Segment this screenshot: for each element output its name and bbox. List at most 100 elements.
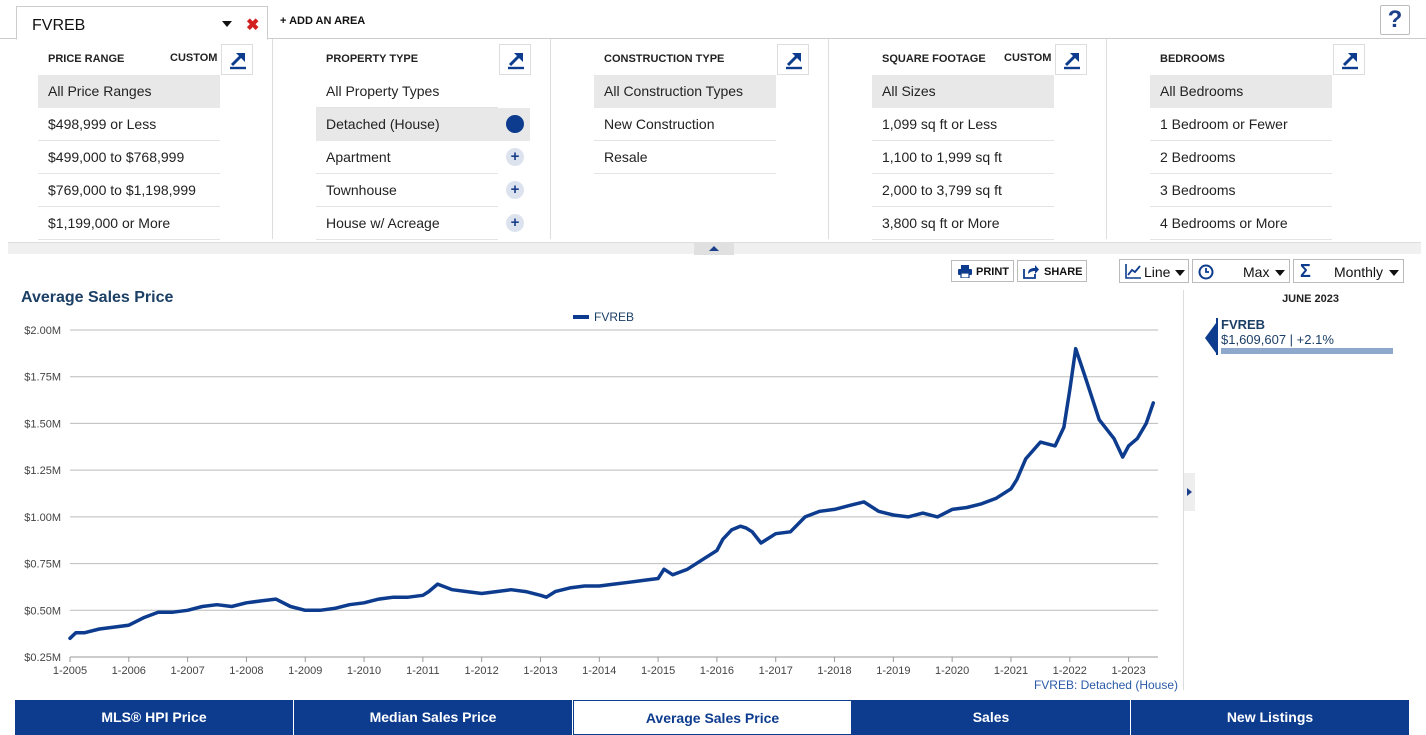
x-tick-label: 1-2009	[288, 665, 322, 677]
filter-option[interactable]: $498,999 or Less	[38, 108, 220, 141]
expand-filter-button[interactable]	[1333, 44, 1365, 75]
tab-sales[interactable]: Sales	[852, 700, 1131, 735]
x-tick-label: 1-2020	[935, 665, 969, 677]
help-button[interactable]: ?	[1380, 5, 1410, 35]
expand-arrow-icon	[1064, 53, 1080, 70]
x-tick-label: 1-2010	[347, 665, 381, 677]
x-tick-label: 1-2007	[170, 665, 204, 677]
expand-filter-button[interactable]	[1055, 44, 1087, 75]
filter-option[interactable]: Apartment	[316, 141, 498, 174]
side-panel-toggle[interactable]	[1184, 473, 1195, 511]
line-chart-icon	[1125, 264, 1141, 279]
tab-median-sales-price[interactable]: Median Sales Price	[294, 700, 573, 735]
filter-option[interactable]: Detached (House)	[316, 108, 498, 141]
filter-option[interactable]: 1 Bedroom or Fewer	[1150, 108, 1332, 141]
filter-option[interactable]: 2,000 to 3,799 sq ft	[872, 174, 1054, 207]
y-tick-label: $1.75M	[24, 372, 61, 384]
x-tick-label: 1-2015	[641, 665, 675, 677]
time-range-dropdown[interactable]: Max	[1192, 259, 1290, 283]
area-tab-fvreb[interactable]: FVREB ✖	[16, 6, 268, 40]
sigma-icon: Σ	[1300, 261, 1311, 281]
filter-header: PRICE RANGE	[48, 53, 125, 65]
series-line-fvreb	[68, 346, 1156, 641]
add-series-plus-icon[interactable]: +	[506, 181, 524, 199]
x-tick-label: 1-2012	[465, 665, 499, 677]
filter-option[interactable]: All Sizes	[872, 75, 1054, 108]
chart-footnote: FVREB: Detached (House)	[1033, 678, 1178, 692]
area-close-icon[interactable]: ✖	[246, 17, 260, 34]
filter-header: PROPERTY TYPE	[326, 53, 419, 65]
side-panel-date: JUNE 2023	[1282, 293, 1339, 305]
filter-option[interactable]: 1,100 to 1,999 sq ft	[872, 141, 1054, 174]
chevron-up-icon	[709, 246, 719, 251]
filter-column-property-type: PROPERTY TYPE All Property Types Detached …	[316, 39, 551, 240]
x-tick-label: 1-2021	[994, 665, 1028, 677]
side-panel-divider	[1183, 290, 1195, 690]
share-icon	[1023, 265, 1039, 279]
tab-average-sales-price[interactable]: Average Sales Price	[573, 700, 852, 735]
filter-option[interactable]: $1,199,000 or More	[38, 207, 220, 240]
period-dropdown[interactable]: Σ Monthly	[1293, 259, 1404, 283]
expand-filter-button[interactable]	[499, 44, 531, 75]
filter-option[interactable]: All Construction Types	[594, 75, 776, 108]
filter-column-construction-type: CONSTRUCTION TYPE All Construction Types N…	[594, 39, 829, 239]
filter-option[interactable]: 3 Bedrooms	[1150, 174, 1332, 207]
x-tick-label: 1-2014	[582, 665, 616, 677]
add-series-plus-icon[interactable]: +	[506, 214, 524, 232]
y-tick-label: $0.75M	[24, 559, 61, 571]
chevron-down-icon	[1275, 270, 1285, 276]
x-tick-label: 1-2016	[700, 665, 734, 677]
filter-option[interactable]: New Construction	[594, 108, 776, 141]
filter-option[interactable]: 1,099 sq ft or Less	[872, 108, 1054, 141]
filter-option[interactable]: Resale	[594, 141, 776, 174]
area-name: FVREB	[32, 17, 86, 34]
x-tick-label: 1-2022	[1053, 665, 1087, 677]
tab-new-listings[interactable]: New Listings	[1131, 700, 1410, 735]
area-dropdown-caret-icon[interactable]	[222, 21, 232, 27]
period-value: Monthly	[1334, 264, 1384, 280]
x-tick-label: 1-2017	[759, 665, 793, 677]
filter-option[interactable]: 4 Bedrooms or More	[1150, 207, 1332, 240]
filter-option[interactable]: All Price Ranges	[38, 75, 220, 108]
filter-option[interactable]: 3,800 sq ft or More	[872, 207, 1054, 240]
share-label: SHARE	[1044, 266, 1083, 278]
chart-type-dropdown[interactable]: Line	[1119, 259, 1189, 283]
selected-dot-icon[interactable]	[506, 115, 524, 133]
legend-label: FVREB	[594, 310, 634, 324]
filter-option[interactable]: All Property Types	[316, 75, 498, 108]
metric-tabs: MLS® HPI Price Median Sales Price Average …	[15, 700, 1410, 735]
filter-panel: PRICE RANGE CUSTOM All Price Ranges $498,99…	[0, 39, 1426, 242]
expand-filter-button[interactable]	[777, 44, 809, 75]
add-area-button[interactable]: + ADD AN AREA	[280, 15, 366, 27]
y-tick-label: $0.25M	[24, 652, 61, 664]
custom-range-button[interactable]: CUSTOM	[170, 52, 218, 64]
expand-filter-button[interactable]	[221, 44, 253, 75]
collapse-filters-button[interactable]	[694, 242, 734, 255]
expand-arrow-icon	[786, 53, 802, 70]
x-tick-label: 1-2005	[53, 665, 87, 677]
filter-header: SQUARE FOOTAGE	[882, 53, 986, 65]
area-tabs-bar: FVREB ✖ + ADD AN AREA ?	[0, 0, 1426, 40]
print-button[interactable]: PRINT	[951, 260, 1014, 282]
custom-range-button[interactable]: CUSTOM	[1004, 52, 1052, 64]
y-tick-label: $2.00M	[24, 325, 61, 337]
y-tick-label: $1.25M	[24, 465, 61, 477]
share-button[interactable]: SHARE	[1017, 260, 1087, 282]
series-marker-icon	[1205, 323, 1216, 353]
x-tick-label: 1-2018	[817, 665, 851, 677]
average-sales-price-chart: $0.25M $0.50M $0.75M $1.00M $1.25M $1.50M $1.7…	[24, 310, 1158, 677]
filter-option[interactable]: $769,000 to $1,198,999	[38, 174, 220, 207]
filter-option[interactable]: 2 Bedrooms	[1150, 141, 1332, 174]
filter-option[interactable]: $499,000 to $768,999	[38, 141, 220, 174]
printer-icon	[958, 265, 972, 278]
chart-title: Average Sales Price	[21, 289, 174, 306]
filter-option[interactable]: Townhouse	[316, 174, 498, 207]
series-marker-bar	[1216, 318, 1218, 355]
tab-mls-hpi-price[interactable]: MLS® HPI Price	[15, 700, 294, 735]
y-tick-label: $0.50M	[24, 605, 61, 617]
filter-option[interactable]: House w/ Acreage	[316, 207, 498, 240]
filter-column-square-footage: SQUARE FOOTAGE CUSTOM All Sizes 1,099 sq ft…	[872, 39, 1107, 240]
filter-option[interactable]: All Bedrooms	[1150, 75, 1332, 108]
add-series-plus-icon[interactable]: +	[506, 148, 524, 166]
side-series-name: FVREB	[1221, 317, 1266, 332]
